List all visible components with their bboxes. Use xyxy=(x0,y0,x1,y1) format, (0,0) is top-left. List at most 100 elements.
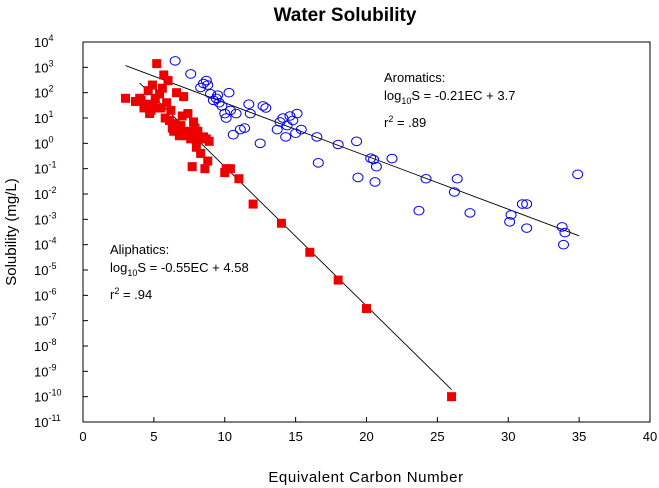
aromatics-annotation: Aromatics: log10S = -0.21EC + 3.7 r2 = .… xyxy=(384,70,515,130)
y-tick-label: 104 xyxy=(34,33,53,50)
aromatics-point xyxy=(448,187,460,197)
aromatics-point xyxy=(223,87,235,98)
x-axis: 0 5 10 15 20 25 30 35 40 xyxy=(79,417,657,444)
aromatics-point xyxy=(295,124,307,135)
y-tick-label: 10-1 xyxy=(34,160,56,177)
aromatics-point xyxy=(200,75,212,86)
aromatics-point xyxy=(311,132,323,142)
aromatics-point xyxy=(352,172,364,183)
aromatics-point xyxy=(504,216,516,227)
x-tick-label: 15 xyxy=(288,429,302,444)
aliphatics-point xyxy=(276,218,286,228)
aliphatics-point xyxy=(172,88,182,98)
aromatics-point xyxy=(351,136,363,147)
aliphatics-point xyxy=(184,128,194,138)
aromatics-point xyxy=(559,227,571,238)
aliphatics-point xyxy=(147,80,157,90)
y-tick-label: 10-4 xyxy=(34,236,56,253)
aliphatics-point xyxy=(186,134,196,144)
aliphatics-point xyxy=(362,304,371,314)
aromatics-equation: log10S = -0.21EC + 3.7 xyxy=(384,88,515,106)
aromatics-point xyxy=(521,199,533,209)
x-axis-label: Equivalent Carbon Number xyxy=(268,469,463,486)
aliphatics-point xyxy=(447,392,457,402)
aromatics-point xyxy=(312,158,324,168)
aliphatics-point xyxy=(155,89,165,99)
aromatics-point xyxy=(370,161,382,172)
aromatics-point xyxy=(227,129,239,140)
aromatics-point xyxy=(369,177,381,187)
y-tick-label: 100 xyxy=(34,134,53,151)
data-points xyxy=(121,56,584,402)
aromatics-point xyxy=(291,108,303,119)
aliphatics-point xyxy=(174,131,184,141)
aliphatics-point xyxy=(163,76,173,86)
y-tick-label: 10-3 xyxy=(34,210,56,227)
aromatics-point xyxy=(243,99,255,110)
y-tick-label: 10-10 xyxy=(34,388,61,405)
aromatics-point xyxy=(290,128,302,139)
aromatics-point xyxy=(505,210,517,220)
aliphatics-point xyxy=(157,83,167,93)
x-tick-label: 0 xyxy=(79,429,86,444)
aliphatics-point xyxy=(305,247,315,257)
aromatics-point xyxy=(239,123,251,133)
aliphatics-point xyxy=(333,275,343,285)
aliphatics-point xyxy=(152,59,162,69)
x-tick-label: 25 xyxy=(430,429,444,444)
aromatics-point xyxy=(556,222,568,232)
aromatics-point xyxy=(365,153,377,163)
aliphatics-point xyxy=(166,105,176,115)
chart-title: Water Solubility xyxy=(274,5,417,26)
aromatics-point xyxy=(277,113,289,123)
aromatics-point xyxy=(219,108,231,119)
aromatics-point xyxy=(420,173,432,184)
aromatics-point xyxy=(202,80,214,90)
aliphatics-point xyxy=(193,126,203,136)
aromatics-point xyxy=(558,239,570,250)
x-tick-label: 30 xyxy=(501,429,515,444)
aromatics-point xyxy=(207,95,219,106)
aromatics-point xyxy=(244,108,256,119)
aliphatics-point xyxy=(159,70,169,80)
y-tick-label: 10-5 xyxy=(34,261,56,278)
aromatics-point xyxy=(521,223,533,233)
aromatics-point xyxy=(230,108,242,119)
aliphatics-point xyxy=(204,136,214,146)
aromatics-point xyxy=(260,103,272,113)
aromatics-point xyxy=(280,132,292,142)
y-tick-label: 10-2 xyxy=(34,185,56,202)
y-tick-label: 101 xyxy=(34,109,53,126)
aliphatics-point xyxy=(191,142,201,152)
aromatics-point xyxy=(281,120,293,131)
x-tick-label: 35 xyxy=(572,429,586,444)
regression-line-aromatics xyxy=(125,65,580,237)
aromatics-point xyxy=(413,205,425,216)
aliphatics-r-squared: r2 = .94 xyxy=(110,286,152,302)
aliphatics-point xyxy=(121,93,131,103)
aromatics-point xyxy=(516,199,528,209)
aliphatics-point xyxy=(234,174,244,184)
aliphatics-point xyxy=(156,103,166,113)
regression-lines xyxy=(125,65,580,390)
y-tick-label: 10-7 xyxy=(34,312,56,329)
aromatics-point xyxy=(284,111,296,121)
aromatics-point xyxy=(257,101,269,111)
aromatics-r-squared: r2 = .89 xyxy=(384,114,426,130)
aliphatics-label: Aliphatics: xyxy=(110,242,169,257)
aromatics-point xyxy=(220,113,232,123)
aliphatics-point xyxy=(177,111,187,121)
y-axis: 104 103 102 101 100 10-1 10-2 10-3 10-4 10-5 10-6 1… xyxy=(34,33,88,430)
aliphatics-point xyxy=(225,164,235,174)
aromatics-label: Aromatics: xyxy=(384,70,445,85)
aliphatics-point xyxy=(203,156,213,166)
aliphatics-point xyxy=(136,95,146,105)
aromatics-point xyxy=(254,138,266,149)
aliphatics-point xyxy=(164,115,174,125)
y-tick-label: 103 xyxy=(34,58,53,75)
x-tick-label: 20 xyxy=(359,429,373,444)
y-tick-label: 102 xyxy=(34,84,53,101)
aliphatics-point xyxy=(179,92,189,102)
aliphatics-point xyxy=(143,86,153,96)
